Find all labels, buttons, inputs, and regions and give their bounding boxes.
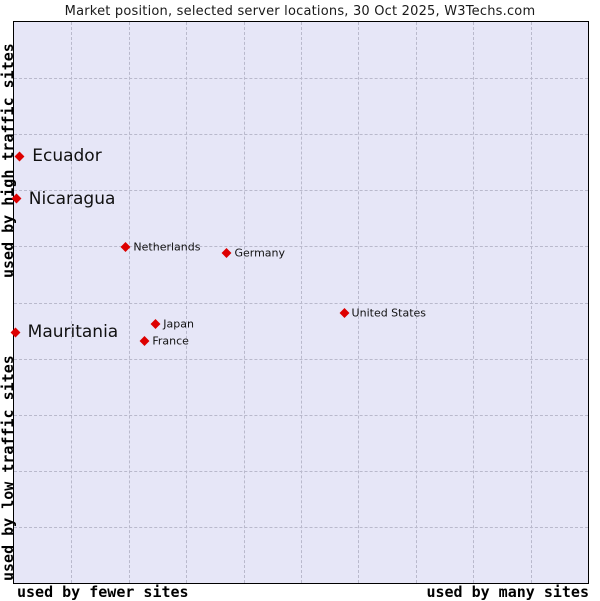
diamond-marker-icon: [120, 242, 131, 252]
point-label: Mauritania: [27, 322, 119, 343]
diamond-marker-icon: [14, 151, 25, 162]
gridline-horizontal: [14, 302, 588, 304]
diamond-marker-icon: [339, 308, 349, 319]
gridline-horizontal: [14, 414, 588, 416]
data-point-ecuador: Ecuador: [14, 146, 102, 167]
y-axis-label-high-traffic: used by high traffic sites: [0, 43, 17, 278]
y-axis-label-low-traffic: used by low traffic sites: [0, 355, 17, 581]
plot-area: Ecuador Nicaragua Netherlands Germany United…: [10, 21, 589, 584]
data-point-japan: Japan: [150, 317, 194, 331]
data-point-nicaragua: Nicaragua: [11, 188, 116, 209]
point-label: Germany: [234, 246, 286, 260]
x-axis-label-many-sites: used by many sites: [426, 583, 589, 601]
x-axis-label-fewer-sites: used by fewer sites: [17, 583, 189, 601]
diamond-marker-icon: [150, 318, 161, 329]
gridline-horizontal: [14, 134, 588, 136]
gridline-horizontal: [14, 358, 588, 360]
data-point-mauritania: Mauritania: [10, 322, 119, 343]
gridline-horizontal: [14, 190, 588, 192]
diamond-marker-icon: [139, 336, 150, 347]
point-label: Netherlands: [133, 240, 201, 254]
chart-title: Market position, selected server locatio…: [64, 4, 536, 19]
point-label: United States: [351, 306, 427, 320]
data-point-netherlands: Netherlands: [120, 240, 201, 254]
point-label: France: [152, 334, 189, 348]
gridline-horizontal: [14, 526, 588, 528]
point-label: Nicaragua: [28, 188, 116, 209]
data-point-united-states: United States: [339, 306, 427, 320]
diamond-marker-icon: [222, 248, 232, 259]
data-point-france: France: [139, 334, 189, 348]
point-label: Ecuador: [32, 146, 102, 167]
diamond-marker-icon: [10, 327, 21, 338]
data-point-germany: Germany: [222, 246, 286, 260]
diamond-marker-icon: [11, 193, 22, 204]
gridline-horizontal: [14, 246, 588, 248]
gridline-horizontal: [14, 470, 588, 472]
gridline-horizontal: [14, 78, 588, 80]
point-label: Japan: [163, 317, 194, 331]
